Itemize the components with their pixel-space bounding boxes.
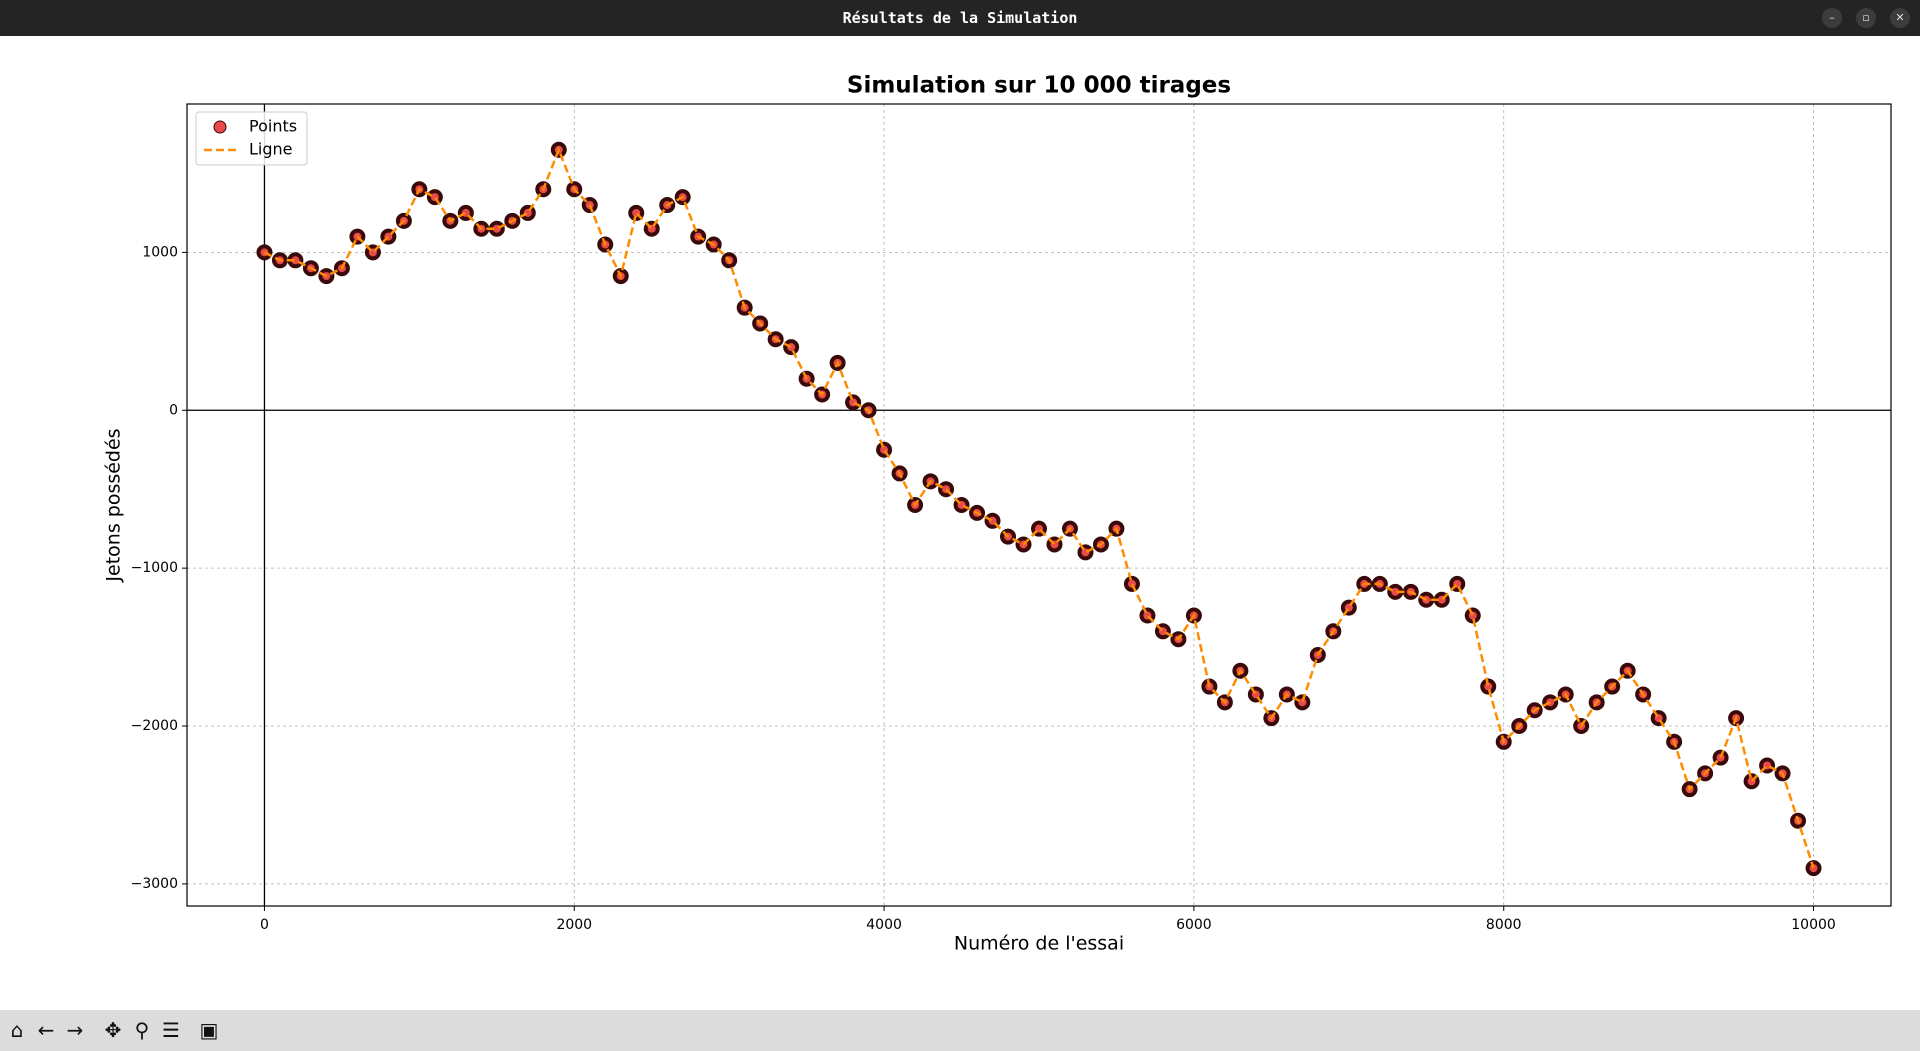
maximize-button[interactable]: ▫ [1856, 8, 1876, 28]
y-tick-label: −1000 [131, 560, 178, 576]
save-button[interactable]: ▣ [199, 1018, 219, 1042]
scatter-point [1464, 607, 1481, 624]
minimize-button[interactable]: – [1822, 8, 1842, 28]
y-axis-label: Jetons possédés [103, 428, 125, 582]
pan-button[interactable]: ✥ [104, 1018, 122, 1042]
x-tick-label: 2000 [556, 917, 592, 933]
zoom-button[interactable]: ⚲ [134, 1018, 150, 1042]
home-button[interactable]: ⌂ [10, 1018, 24, 1042]
chart: Simulation sur 10 000 tirages Numéro de l… [103, 73, 1892, 955]
scatter-point [1123, 575, 1140, 592]
toolbar: ⌂ ← → ✥ ⚲ ☰ ▣ [0, 1010, 1920, 1051]
x-axis-label: Numéro de l'essai [954, 933, 1124, 955]
legend-marker [213, 120, 227, 134]
y-tick-label: 1000 [142, 244, 178, 260]
back-button[interactable]: ← [37, 1018, 55, 1042]
axes-frame [186, 103, 1892, 907]
window-title: Résultats de la Simulation [0, 0, 1920, 36]
legend-label: Points [249, 117, 297, 136]
scatter-point [1542, 694, 1559, 711]
scatter-point [845, 394, 862, 411]
x-tick-label: 0 [260, 917, 269, 933]
configure-button[interactable]: ☰ [162, 1018, 180, 1042]
scatter-point [1480, 678, 1497, 695]
y-tick-label: 0 [169, 402, 178, 418]
chart-title: Simulation sur 10 000 tirages [847, 73, 1231, 99]
scatter-point [783, 339, 800, 356]
scatter-point [1294, 694, 1311, 711]
x-tick-label: 6000 [1176, 917, 1212, 933]
forward-button[interactable]: → [66, 1018, 84, 1042]
close-button[interactable]: ✕ [1890, 8, 1910, 28]
line [263, 146, 1815, 869]
x-tick-label: 8000 [1486, 917, 1522, 933]
y-tick-label: −3000 [131, 876, 178, 892]
legend-label: Ligne [249, 140, 293, 159]
y-tick-label: −2000 [131, 718, 178, 734]
x-tick-label: 10000 [1791, 917, 1836, 933]
x-tick-label: 4000 [866, 917, 902, 933]
